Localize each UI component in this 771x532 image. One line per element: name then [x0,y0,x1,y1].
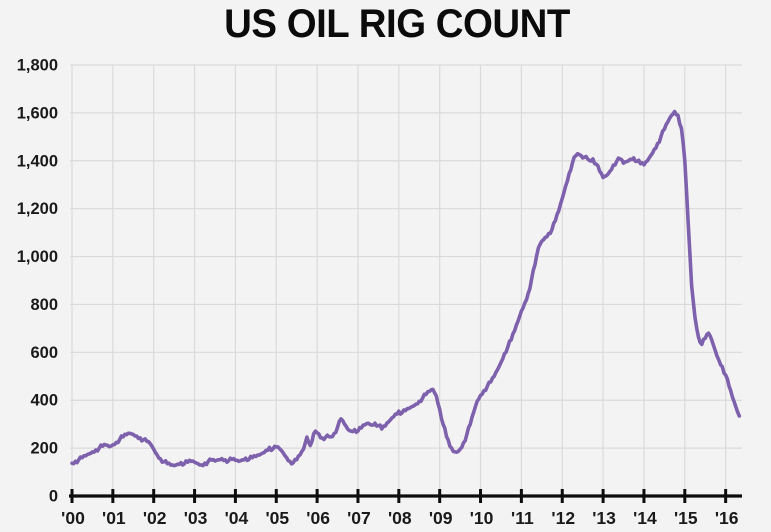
x-axis-tick-label: '00 [61,508,85,528]
x-axis-tick-label: '04 [225,508,249,528]
x-axis-tick-label: '01 [102,508,126,528]
y-axis-tick-label: 1,200 [17,200,58,218]
x-axis-tick-label: '14 [633,508,657,528]
x-axis-tick-label: '05 [265,508,289,528]
x-axis-tick-label: '12 [551,508,575,528]
y-axis-tick-label: 1,000 [17,248,58,266]
x-axis-tick-label: '15 [674,508,698,528]
x-axis-tick-label: '08 [388,508,412,528]
x-axis-tick-label: '10 [470,508,494,528]
y-axis-tick-label: 0 [49,488,58,506]
y-axis-tick-label: 800 [30,296,58,314]
x-axis-tick-label: '02 [143,508,167,528]
x-axis-tick-label: '09 [429,508,453,528]
y-axis-tick-label: 400 [30,392,58,410]
y-axis-tick-label: 1,800 [17,57,58,75]
x-axis-tick-label: '11 [511,508,534,528]
x-axis-tick-label: '03 [184,508,208,528]
x-axis-tick-label: '16 [715,508,739,528]
y-axis-tick-label: 1,400 [17,152,58,170]
x-axis-tick-label: '06 [306,508,330,528]
chart-title: US OIL RIG COUNT [224,2,570,46]
rig-count-series-line [70,109,742,468]
x-axis-tick-label: '07 [347,508,371,528]
x-axis-tick-label: '13 [592,508,616,528]
y-axis-tick-label: 600 [30,344,58,362]
y-axis-tick-label: 200 [30,440,58,458]
y-axis-tick-label: 1,600 [17,104,58,122]
